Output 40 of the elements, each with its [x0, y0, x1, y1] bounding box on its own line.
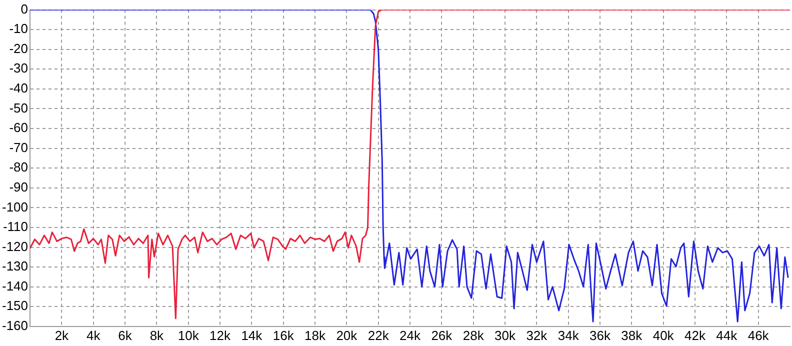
- x-tick-label: 34k: [558, 328, 580, 343]
- x-tick-label: 24k: [400, 328, 421, 343]
- x-tick-label: 8k: [150, 328, 164, 343]
- y-tick-label: -30: [9, 60, 28, 76]
- x-tick-label: 18k: [304, 328, 326, 343]
- x-tick-label: 4k: [86, 328, 101, 343]
- x-tick-label: 42k: [684, 328, 706, 343]
- x-tick-label: 26k: [431, 328, 453, 343]
- x-tick-label: 2k: [54, 328, 70, 343]
- x-tick-label: 12k: [210, 328, 231, 343]
- x-tick-label: 36k: [590, 328, 611, 343]
- x-tick-label: 10k: [178, 328, 200, 343]
- x-tick-label: 16k: [272, 328, 294, 343]
- y-tick-label: -150: [2, 298, 28, 314]
- x-tick-label: 32k: [526, 328, 548, 343]
- y-tick-label: -120: [2, 238, 28, 254]
- y-tick-label: -110: [2, 219, 28, 234]
- y-tick-label: -20: [9, 40, 28, 56]
- y-tick-label: -50: [9, 100, 28, 116]
- y-tick-label: -90: [9, 179, 28, 194]
- y-tick-label: 0: [20, 1, 28, 16]
- x-tick-label: 28k: [462, 328, 484, 343]
- y-tick-label: -40: [9, 80, 28, 96]
- x-tick-label: 14k: [241, 328, 263, 343]
- x-tick-label: 6k: [118, 328, 132, 343]
- y-tick-label: -10: [9, 21, 28, 36]
- y-tick-label: -100: [2, 199, 28, 214]
- y-tick-label: -160: [2, 318, 28, 333]
- x-tick-label: 46k: [748, 328, 770, 343]
- x-tick-label: 22k: [368, 328, 390, 343]
- y-tick-label: -140: [2, 278, 28, 294]
- y-tick-label: -130: [2, 258, 28, 274]
- x-tick-label: 30k: [494, 328, 516, 343]
- y-tick-label: -80: [9, 160, 28, 175]
- x-tick-label: 40k: [652, 328, 674, 343]
- x-tick-label: 20k: [336, 328, 358, 343]
- y-tick-label: -60: [9, 120, 28, 136]
- x-tick-label: 44k: [716, 328, 738, 343]
- x-tick-label: 38k: [621, 328, 643, 343]
- y-tick-label: -70: [9, 140, 28, 155]
